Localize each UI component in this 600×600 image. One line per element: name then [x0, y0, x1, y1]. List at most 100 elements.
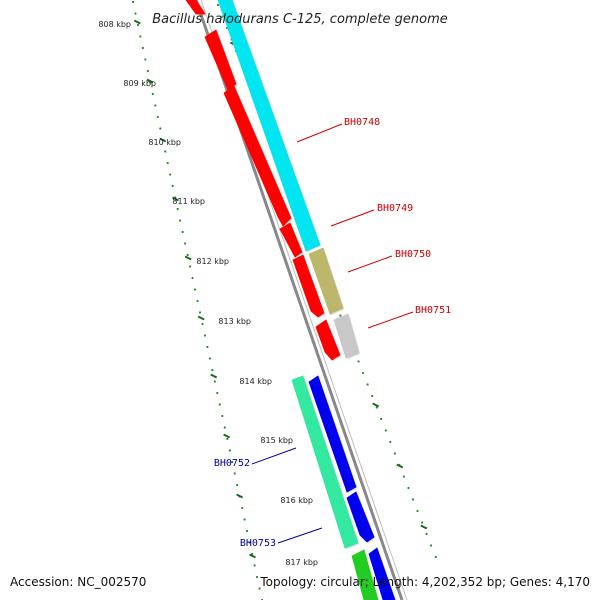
- cds-red-1[interactable]: [185, 0, 206, 15]
- tick-label: 811 kbp: [172, 197, 205, 206]
- gene-label-text[interactable]: BH0753: [240, 538, 276, 549]
- gene-olive[interactable]: [308, 247, 344, 315]
- tick-dot: [221, 414, 224, 418]
- feature-body: [291, 375, 359, 549]
- feature-body: [185, 0, 206, 15]
- tick-dot: [243, 518, 246, 521]
- tick-dot: [208, 357, 211, 360]
- feature-body: [308, 375, 357, 493]
- tick-major: [146, 78, 154, 84]
- tick-dot: [255, 575, 259, 579]
- tick-dot: [241, 506, 244, 510]
- cds-blue-3[interactable]: [368, 547, 396, 600]
- leader-line: [277, 527, 323, 544]
- gene-green-2[interactable]: [351, 549, 379, 600]
- tick-major: [420, 524, 428, 530]
- gene-label-text[interactable]: BH0749: [377, 203, 413, 214]
- gene-label-bh0748[interactable]: BH0748: [296, 117, 380, 143]
- tick-label: 813 kbp: [218, 317, 251, 326]
- tick-dot: [216, 391, 219, 395]
- tick-dot: [211, 368, 214, 372]
- gene-label-text[interactable]: BH0751: [415, 305, 451, 316]
- tick-dot: [139, 35, 142, 38]
- cds-red-4[interactable]: [279, 222, 303, 258]
- tick-dot: [151, 92, 154, 96]
- gene-label-bh0751[interactable]: BH0751: [367, 305, 451, 329]
- tick-major: [210, 373, 218, 379]
- tick-dot: [233, 472, 236, 475]
- tick-dot: [144, 58, 147, 61]
- tick-dot: [389, 440, 392, 444]
- tick-dot: [136, 23, 140, 27]
- tick-dot: [184, 242, 187, 245]
- gene-label-bh0750[interactable]: BH0750: [347, 249, 431, 273]
- gene-label-bh0753[interactable]: BH0753: [240, 527, 323, 549]
- tick-dot: [216, 3, 220, 7]
- feature-body: [368, 547, 396, 600]
- feature-track: [185, 0, 396, 600]
- tick-dot: [221, 15, 224, 18]
- tick-dot: [156, 115, 159, 119]
- tick-dot: [159, 127, 162, 130]
- accession-text: Accession: NC_002570: [10, 575, 146, 589]
- leader-line: [251, 447, 297, 465]
- tick-dot: [430, 544, 433, 547]
- tick-dot: [366, 383, 369, 386]
- tick-dot: [231, 460, 234, 464]
- tick-dot: [339, 314, 342, 317]
- feature-body: [279, 222, 303, 258]
- tick-dot: [246, 529, 249, 533]
- tick-dot: [223, 426, 226, 429]
- feature-body: [292, 254, 325, 318]
- gene-green[interactable]: [291, 375, 359, 549]
- feature-body: [351, 549, 379, 600]
- tick-label: 812 kbp: [196, 257, 229, 266]
- tick-major: [249, 553, 256, 559]
- tick-dot: [402, 475, 405, 478]
- tick-dot: [154, 104, 157, 107]
- map-title: Bacillus halodurans C-125, complete geno…: [152, 12, 448, 27]
- tick-label: 809 kbp: [123, 79, 156, 88]
- gene-label-bh0749[interactable]: BH0749: [330, 203, 413, 227]
- tick-dot: [236, 483, 239, 487]
- tick-dot: [201, 322, 204, 326]
- feature-body: [315, 319, 341, 361]
- tick-label: 816 kbp: [280, 496, 313, 505]
- tick-major: [133, 19, 141, 25]
- tick-dot: [375, 406, 378, 409]
- left-tick-track: [131, 0, 264, 600]
- tick-dot: [371, 394, 374, 398]
- tick-dot: [193, 288, 197, 291]
- leader-line: [367, 311, 414, 329]
- gene-label-text[interactable]: BH0752: [214, 458, 250, 469]
- gene-label-text[interactable]: BH0748: [344, 117, 380, 128]
- gene-label-text[interactable]: BH0750: [395, 249, 431, 260]
- tick-major: [236, 493, 244, 499]
- tick-label: 808 kbp: [98, 20, 131, 29]
- tick-major: [172, 196, 179, 202]
- summary-text: Topology: circular; Length: 4,202,352 bp…: [259, 575, 590, 589]
- cds-red-2[interactable]: [204, 29, 237, 91]
- cds-blue-2[interactable]: [346, 491, 375, 543]
- tick-dot: [141, 46, 144, 50]
- tick-dot: [146, 69, 149, 73]
- gene-grey[interactable]: [333, 313, 360, 359]
- tick-major: [197, 315, 205, 321]
- cds-blue-1[interactable]: [308, 375, 357, 493]
- gene-cyan[interactable]: [217, 0, 321, 252]
- tick-dot: [169, 173, 172, 176]
- tick-dot: [253, 564, 256, 567]
- cds-red-5[interactable]: [292, 254, 325, 318]
- tick-dot: [181, 230, 184, 234]
- feature-body: [308, 247, 344, 315]
- tick-dot: [131, 0, 135, 4]
- tick-dot: [203, 334, 206, 337]
- tick-dot: [357, 360, 360, 363]
- tick-label: 817 kbp: [285, 558, 318, 567]
- cds-red-6[interactable]: [315, 319, 341, 361]
- gene-label-bh0752[interactable]: BH0752: [214, 447, 297, 469]
- cds-red-3[interactable]: [223, 85, 292, 227]
- tick-dot: [176, 207, 179, 211]
- tick-dot: [393, 452, 396, 455]
